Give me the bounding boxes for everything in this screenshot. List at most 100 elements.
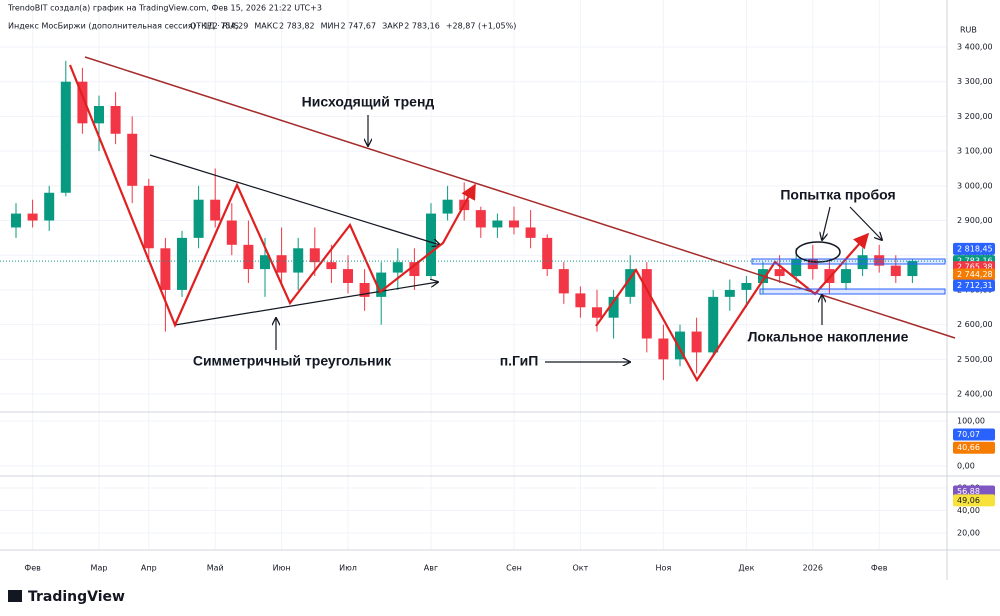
price-label: 49,06 <box>957 496 980 505</box>
y-tick-label: 0,00 <box>957 461 975 470</box>
y-tick-label: 2 900,00 <box>957 216 993 225</box>
candle-body <box>44 192 55 221</box>
candle-body <box>592 307 602 318</box>
quote-item: ЗАКР <box>382 22 403 31</box>
arrow <box>822 206 831 240</box>
candle-body <box>309 248 320 263</box>
candle-body <box>625 269 636 297</box>
candle-body <box>857 255 868 270</box>
candle-body <box>741 282 752 290</box>
x-tick-label: Апр <box>141 564 157 573</box>
price-label: 70,07 <box>957 430 980 439</box>
x-tick-label: Фев <box>871 564 888 573</box>
candle-body <box>376 272 387 297</box>
x-tick-label: 2026 <box>803 564 823 573</box>
triangle-line <box>149 154 440 245</box>
triangle-line <box>174 282 438 326</box>
candle-body <box>691 331 702 353</box>
price-label-box <box>953 428 995 441</box>
zigzag <box>595 232 870 383</box>
quote-item: 2 783,16 <box>404 22 440 31</box>
candle-body <box>326 262 337 270</box>
candle-body <box>243 244 254 270</box>
candle-body <box>276 255 287 273</box>
quote-item: 2 754,29 <box>213 22 249 31</box>
annotation: Попытка пробоя <box>780 187 895 203</box>
price-label: 56,88 <box>957 487 980 496</box>
y-tick-label: 100,00 <box>957 416 985 425</box>
x-tick-label: Май <box>207 564 224 573</box>
arrow <box>849 206 882 240</box>
annotation: Симметричный треугольник <box>193 353 392 369</box>
quote-item: +28,87 (+1,05%) <box>446 22 517 31</box>
y-tick-label: 2 400,00 <box>957 390 993 399</box>
candle-body <box>11 213 21 228</box>
candle-body <box>724 289 735 297</box>
candle-body <box>608 296 619 318</box>
quote-item: МИН <box>321 22 340 31</box>
candle-body <box>193 199 204 238</box>
candle-body <box>77 81 88 124</box>
quote-item: 2 783,82 <box>279 22 315 31</box>
author-line: TrendoBIT создал(а) график на TradingVie… <box>7 4 322 13</box>
candle-body <box>708 296 719 353</box>
candle-body <box>641 269 652 339</box>
annotation: Нисходящий тренд <box>302 94 435 110</box>
candle-body <box>675 331 685 360</box>
price-label-box <box>953 268 995 281</box>
candle-body <box>177 237 187 290</box>
candle-body <box>343 269 353 283</box>
candle-body <box>426 213 436 277</box>
price-label-box <box>953 279 995 292</box>
candle-body <box>27 213 38 221</box>
y-tick-label: 3 000,00 <box>957 181 993 190</box>
symbol: Индекс МосБиржи (дополнительная сессия) … <box>8 22 239 31</box>
x-tick-label: Сен <box>506 564 522 573</box>
y-tick-label: 2 500,00 <box>957 355 993 364</box>
candle-body <box>94 106 104 124</box>
annotation: Локальное накопление <box>748 329 909 345</box>
candle-body <box>791 258 802 277</box>
price-label: 40,66 <box>957 443 980 452</box>
candle-body <box>907 261 918 277</box>
candle-body <box>475 210 486 228</box>
zone <box>759 288 946 295</box>
annotation: п.ГиП <box>500 353 539 369</box>
candle-body <box>143 185 154 249</box>
x-tick-label: Ноя <box>656 564 672 573</box>
candle-body <box>110 106 121 134</box>
candle-body <box>210 199 221 221</box>
price-label: 2 712,31 <box>957 281 993 290</box>
price-label: 2 744,28 <box>957 270 993 279</box>
y-tick-label: 2 600,00 <box>957 320 993 329</box>
x-tick-label: Июн <box>273 564 291 573</box>
candle-body <box>874 255 885 266</box>
quote-item: 2 747,67 <box>340 22 376 31</box>
candle-body <box>890 265 901 277</box>
logo-icon <box>8 590 22 602</box>
candle-body <box>160 248 171 290</box>
logo: TradingView <box>28 589 125 605</box>
drawings <box>68 56 956 383</box>
y-tick-label: 40,00 <box>957 506 980 515</box>
x-tick-label: Июл <box>339 564 357 573</box>
candle-body <box>409 262 420 277</box>
x-tick-label: Мар <box>91 564 108 573</box>
candle-body <box>575 293 586 308</box>
candle-body <box>558 269 569 294</box>
candle-body <box>509 220 519 228</box>
price-label: 2 783,16 <box>957 257 993 266</box>
zigzag <box>68 64 476 328</box>
x-tick-label: Дек <box>738 564 754 573</box>
x-tick-label: Фев <box>24 564 41 573</box>
price-label: 2 765,38 <box>957 263 993 272</box>
candle-body <box>774 269 785 277</box>
y-tick-label: 3 200,00 <box>957 112 993 121</box>
candle-body <box>442 199 453 214</box>
currency: RUB <box>960 26 977 35</box>
candle-body <box>226 220 237 245</box>
price-label-box <box>953 494 995 507</box>
candle-body <box>127 133 138 186</box>
candle-body <box>359 282 370 297</box>
